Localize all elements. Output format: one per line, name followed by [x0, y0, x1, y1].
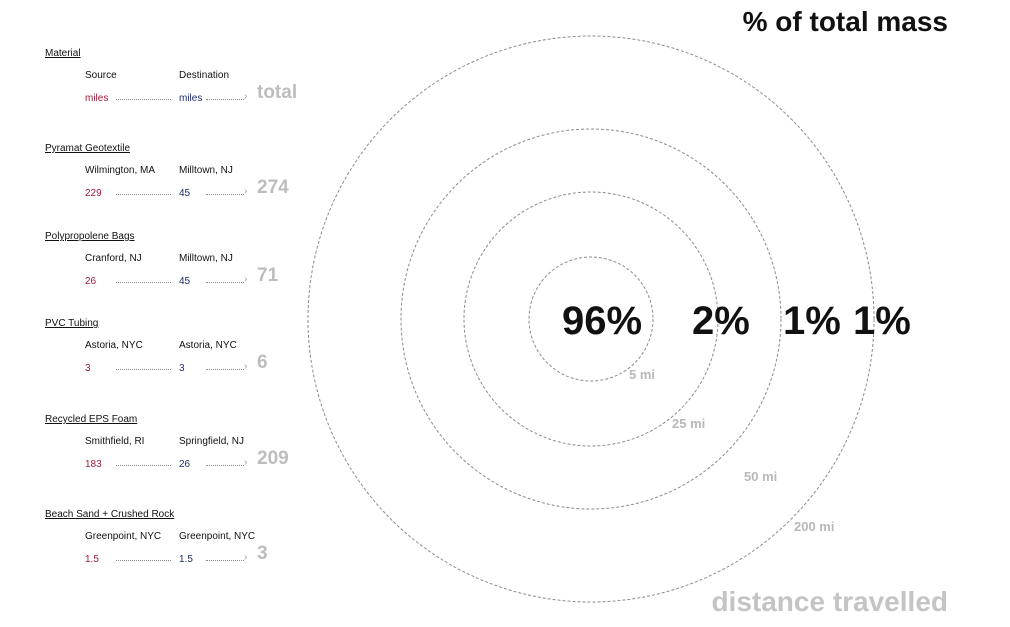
source-location: Astoria, NYC — [85, 340, 143, 351]
source-location: Greenpoint, NYC — [85, 531, 162, 542]
destination-miles: 45 — [179, 188, 191, 199]
percent-5mi: 96% — [562, 299, 642, 343]
arrow-icon: › — [244, 457, 248, 468]
arrow-icon: › — [244, 186, 248, 197]
material-name: Pyramat Geotextile — [45, 143, 131, 154]
total-miles: 71 — [257, 265, 279, 286]
ring-label-5mi: 5 mi — [629, 367, 655, 382]
destination-location: Milltown, NJ — [179, 165, 233, 176]
source-miles-header: miles — [85, 93, 109, 104]
arrow-icon: › — [244, 91, 248, 102]
source-miles: 183 — [85, 459, 102, 470]
percent-25mi: 2% — [692, 299, 750, 343]
source-location: Wilmington, MA — [85, 165, 156, 176]
destination-location: Springfield, NJ — [179, 436, 245, 447]
destination-miles: 3 — [179, 363, 185, 374]
ring-label-25mi: 25 mi — [672, 416, 705, 431]
connector-dots — [206, 560, 244, 561]
ring-50mi — [400, 128, 782, 510]
diagram-title: % of total mass — [742, 6, 948, 37]
total-miles: 209 — [257, 448, 289, 469]
ring-25mi — [463, 191, 719, 447]
material-name: Polypropolene Bags — [45, 231, 135, 242]
source-location: Smithfield, RI — [85, 436, 145, 447]
arrow-icon: › — [244, 274, 248, 285]
arrow-icon: › — [244, 552, 248, 563]
connector-dots — [206, 282, 244, 283]
destination-miles-header: miles — [179, 93, 203, 104]
percent-200mi: 1% — [853, 299, 911, 343]
destination-miles: 45 — [179, 276, 191, 287]
material-name: Beach Sand + Crushed Rock — [45, 509, 175, 520]
arrow-icon: › — [244, 361, 248, 372]
connector-dots — [116, 194, 171, 195]
destination-miles: 1.5 — [179, 554, 193, 565]
destination-location: Milltown, NJ — [179, 253, 233, 264]
source-miles: 26 — [85, 276, 97, 287]
total-header: total — [257, 82, 298, 103]
source-miles: 229 — [85, 188, 102, 199]
connector-dots — [116, 465, 171, 466]
destination-location: Astoria, NYC — [179, 340, 237, 351]
material-legend: Material Source Destination miles miles … — [0, 0, 320, 627]
source-header: Source — [85, 70, 117, 81]
connector-dots — [206, 194, 244, 195]
material-name: Recycled EPS Foam — [45, 414, 138, 425]
connector-dots — [116, 369, 171, 370]
connector-dots — [206, 465, 244, 466]
total-miles: 3 — [257, 543, 268, 564]
material-header: Material — [45, 48, 81, 59]
connector-dots — [206, 99, 244, 100]
source-miles: 1.5 — [85, 554, 99, 565]
connector-dots — [206, 369, 244, 370]
destination-header: Destination — [179, 70, 230, 81]
ring-label-200mi: 200 mi — [794, 519, 834, 534]
source-location: Cranford, NJ — [85, 253, 142, 264]
ring-5mi — [528, 256, 654, 382]
material-name: PVC Tubing — [45, 318, 99, 329]
total-miles: 274 — [257, 177, 289, 198]
source-miles: 3 — [85, 363, 91, 374]
connector-dots — [116, 282, 171, 283]
diagram-subtitle: distance travelled — [711, 586, 948, 617]
destination-location: Greenpoint, NYC — [179, 531, 256, 542]
destination-miles: 26 — [179, 459, 191, 470]
percent-50mi: 1% — [783, 299, 841, 343]
ring-label-50mi: 50 mi — [744, 469, 777, 484]
connector-dots — [116, 560, 171, 561]
connector-dots — [116, 99, 171, 100]
total-miles: 6 — [257, 352, 268, 373]
ring-200mi — [307, 35, 875, 603]
